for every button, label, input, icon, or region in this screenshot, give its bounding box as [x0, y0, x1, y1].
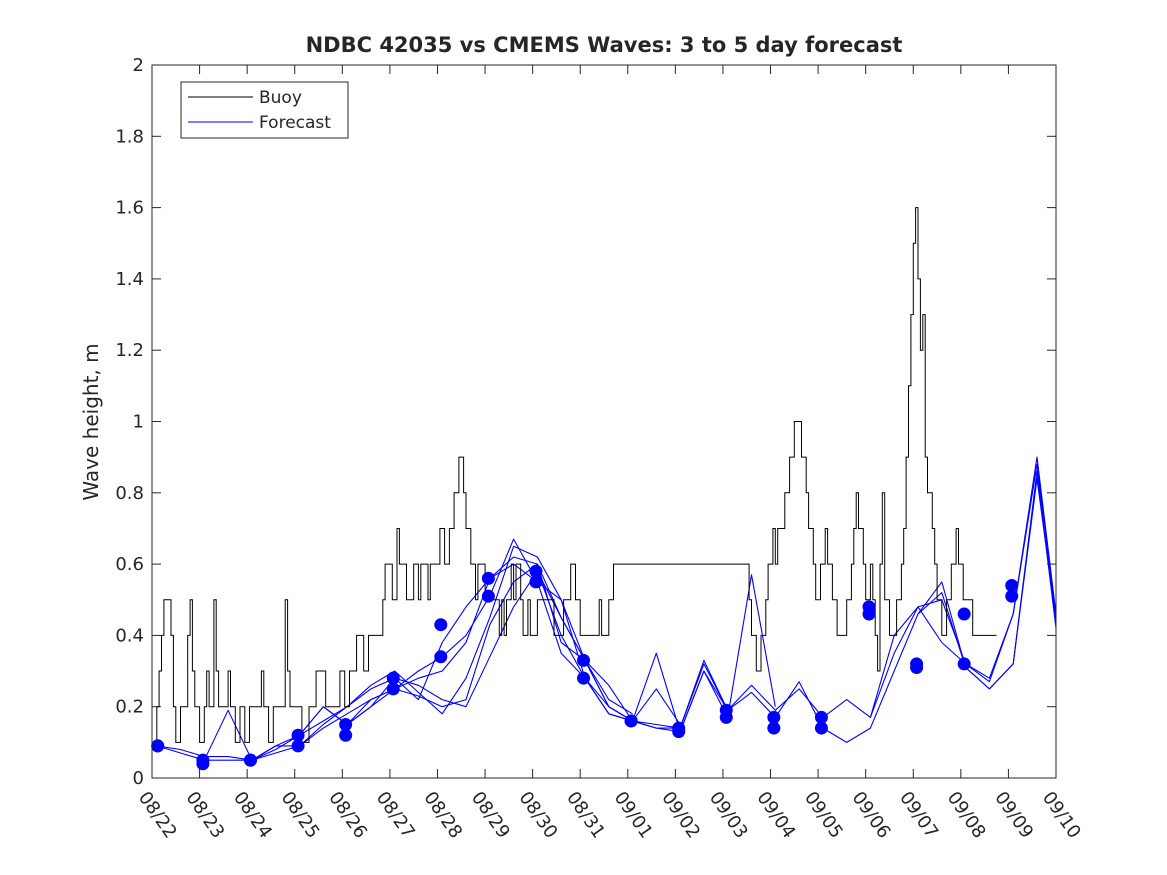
y-tick-label: 1.6: [115, 198, 144, 219]
forecast-start-marker: [910, 660, 924, 674]
forecast-start-marker: [577, 653, 591, 667]
forecast-start-marker: [767, 721, 781, 735]
forecast-line: [917, 477, 1057, 690]
legend-forecast-label: Forecast: [259, 113, 331, 133]
forecast-start-marker: [481, 589, 495, 603]
legend: Buoy Forecast: [180, 81, 349, 139]
forecast-start-marker: [814, 721, 828, 735]
forecast-start-marker: [862, 607, 876, 621]
forecast-start-marker: [814, 710, 828, 724]
forecast-start-marker: [434, 650, 448, 664]
legend-buoy-label: Buoy: [259, 88, 302, 108]
buoy-line: [152, 207, 997, 743]
forecast-start-marker: [243, 753, 257, 767]
forecast-start-marker: [291, 728, 305, 742]
forecast-start-marker: [386, 671, 400, 685]
forecast-start-marker: [624, 714, 638, 728]
forecast-start-marker: [1005, 589, 1019, 603]
forecast-start-marker: [1005, 578, 1019, 592]
plot-area: [152, 65, 1056, 778]
forecast-start-marker: [529, 564, 543, 578]
forecast-start-marker: [339, 728, 353, 742]
y-tick-label: 1.8: [115, 126, 144, 147]
axis-ticks: [151, 64, 1057, 779]
forecast-start-marker: [767, 710, 781, 724]
forecast-start-marker: [339, 718, 353, 732]
forecast-start-marker: [481, 571, 495, 585]
forecast-start-marker: [196, 757, 210, 771]
y-tick-label: 0.2: [115, 697, 144, 718]
y-tick-label: 0: [133, 768, 144, 789]
forecast-start-marker: [386, 682, 400, 696]
y-tick-label: 2: [133, 55, 144, 76]
forecast-start-marker: [719, 710, 733, 724]
forecast-start-marker: [577, 671, 591, 685]
forecast-line: [536, 463, 1057, 729]
chart-title: NDBC 42035 vs CMEMS Waves: 3 to 5 day fo…: [306, 33, 903, 57]
forecast-start-marker: [529, 575, 543, 589]
y-tick-label: 1.2: [115, 340, 144, 361]
y-tick-label: 1.4: [115, 269, 144, 290]
legend-box: [180, 81, 349, 139]
forecast-start-marker: [957, 607, 971, 621]
plot-frame: [151, 64, 1057, 779]
forecast-start-marker: [151, 739, 165, 753]
y-axis-label: Wave height, m: [79, 343, 103, 500]
y-tick-label: 0.8: [115, 483, 144, 504]
forecast-start-marker: [672, 725, 686, 739]
series-layer: [151, 207, 1057, 771]
y-tick-label: 1: [133, 412, 144, 433]
y-tick-label: 0.6: [115, 554, 144, 575]
y-tick-labels: 0 0.2 0.4 0.6 0.8 1 1.2 1.4 1.6 1.8 2: [115, 55, 144, 789]
y-tick-label: 0.4: [115, 625, 144, 646]
forecast-start-marker: [957, 657, 971, 671]
forecast-start-marker: [434, 618, 448, 632]
forecast-start-marker: [291, 739, 305, 753]
